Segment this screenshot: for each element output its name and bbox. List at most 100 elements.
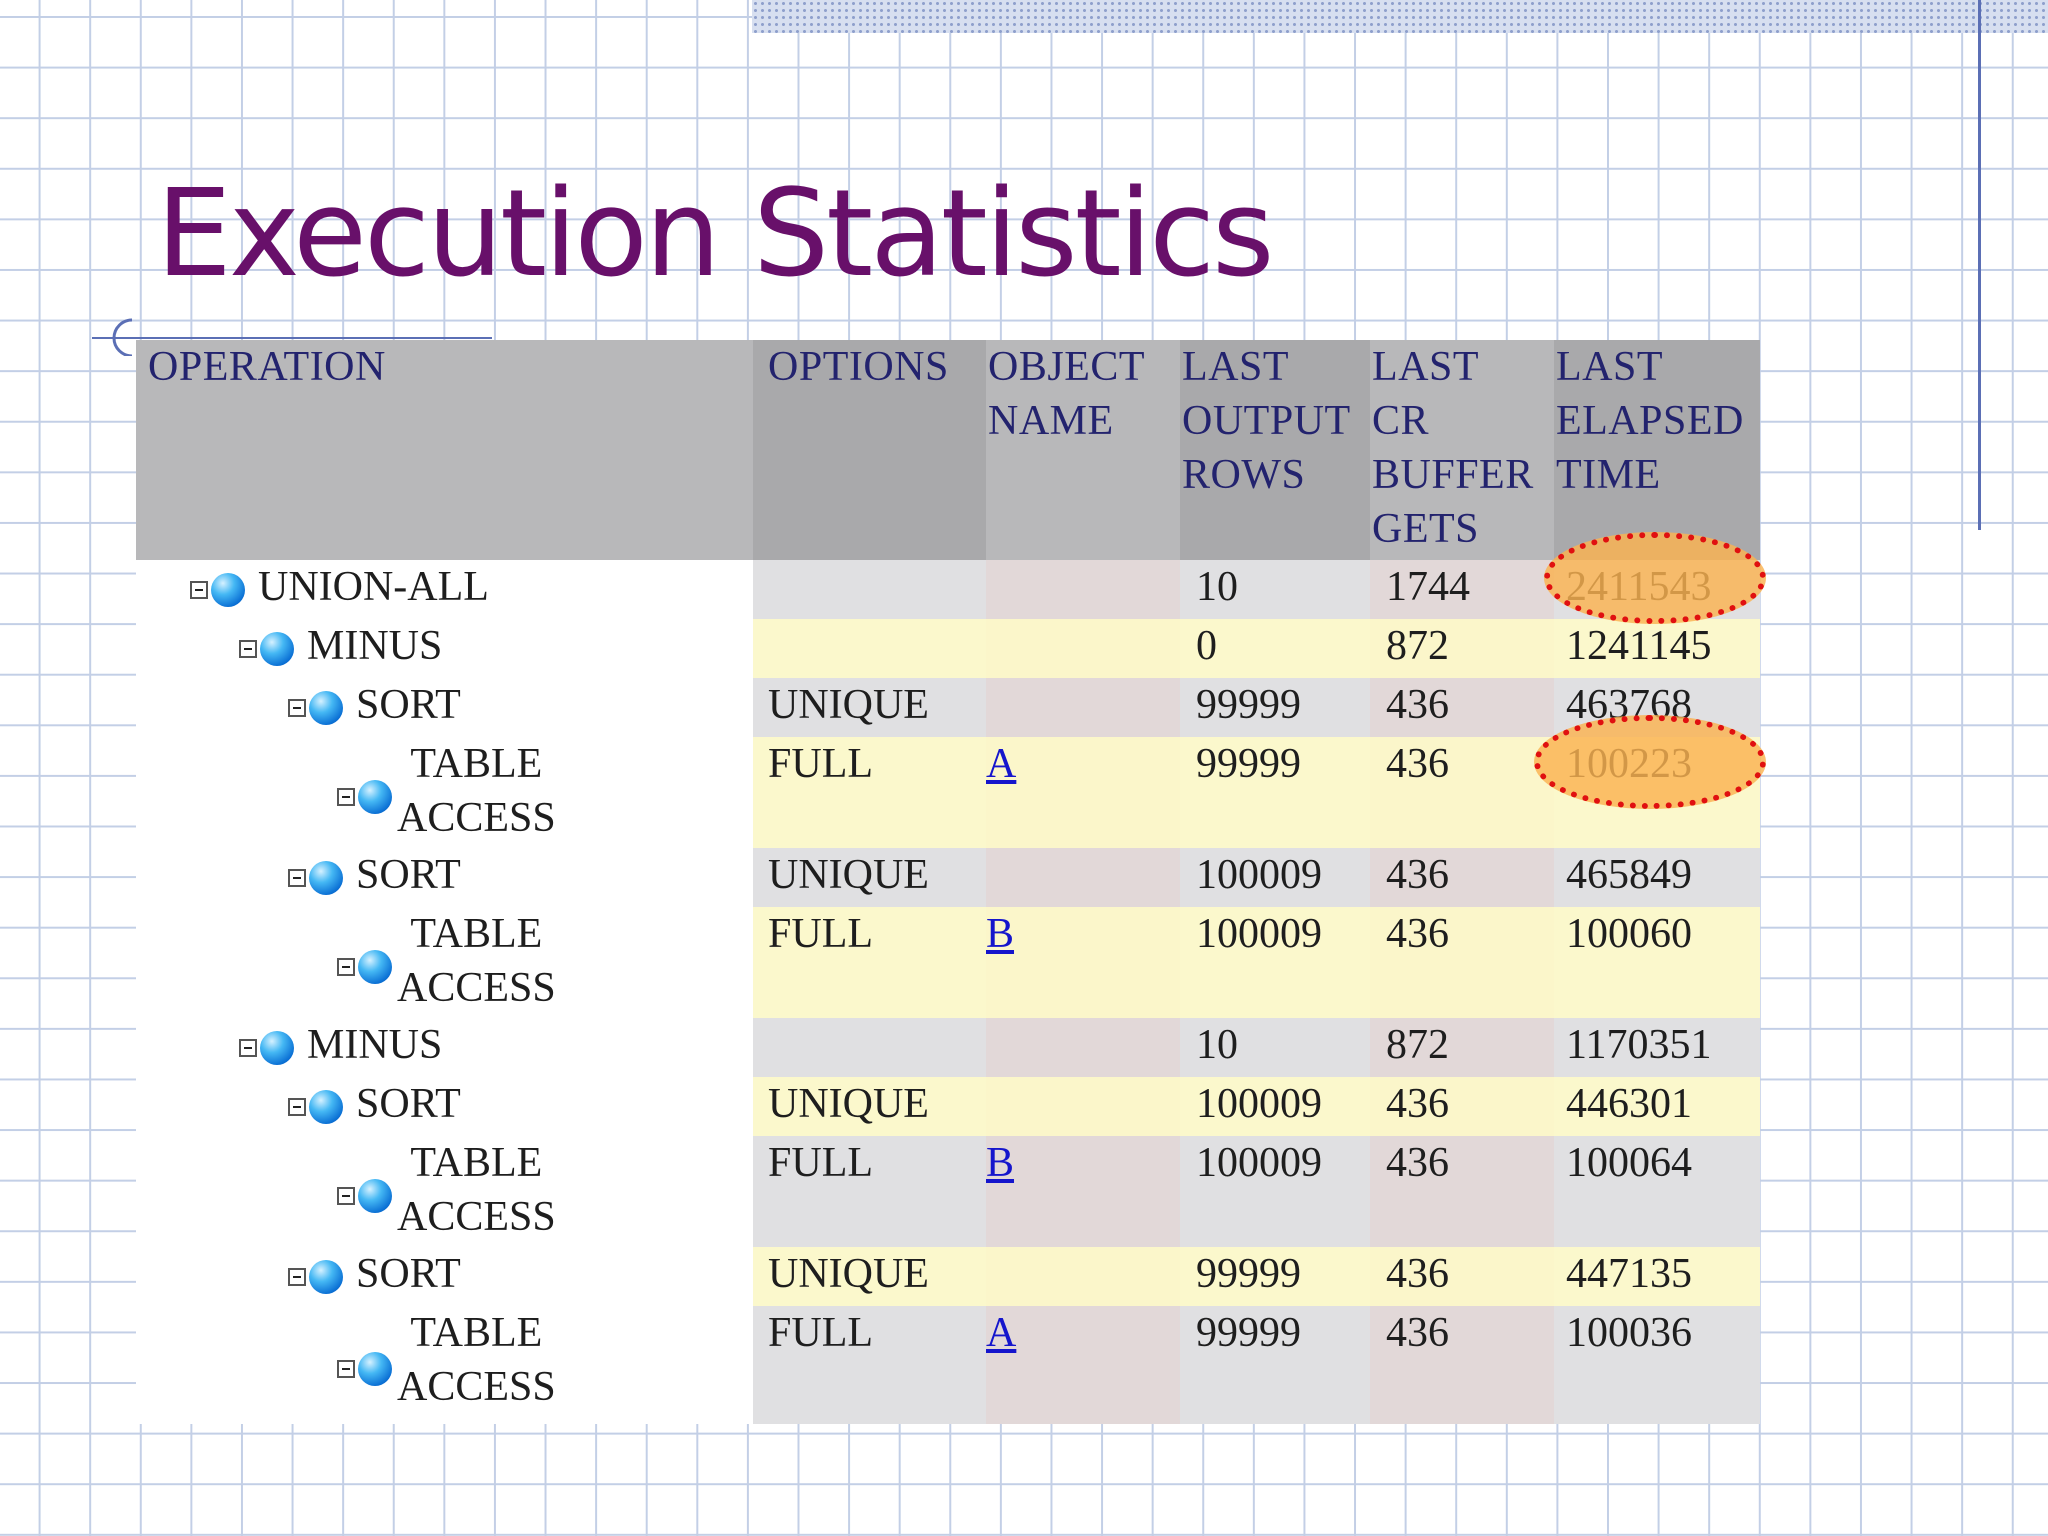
options-cell: UNIQUE bbox=[768, 1251, 929, 1297]
collapse-toggle-icon[interactable] bbox=[239, 640, 257, 658]
header-cell-cr-buffer-gets bbox=[1370, 340, 1554, 560]
last-output-rows-cell: 100009 bbox=[1196, 852, 1322, 898]
object-name-cell: B bbox=[986, 907, 1014, 961]
table-row[interactable]: TABLE ACCESS FULL B 100009 436 100064 bbox=[136, 1136, 1760, 1247]
header-cell-object-name bbox=[986, 340, 1180, 560]
operation-label: MINUS bbox=[307, 623, 443, 669]
last-output-rows-cell: 99999 bbox=[1196, 1251, 1301, 1297]
last-elapsed-time-cell: 446301 bbox=[1566, 1081, 1692, 1127]
operation-label: UNION-ALL bbox=[258, 564, 489, 610]
plan-node-orb-icon bbox=[309, 691, 343, 725]
header-label-operation: OPERATION bbox=[148, 344, 386, 390]
row-band-highlight bbox=[753, 907, 1760, 1018]
object-name-link[interactable]: A bbox=[986, 1310, 1017, 1356]
plan-node-orb-icon bbox=[309, 861, 343, 895]
collapse-toggle-icon[interactable] bbox=[288, 699, 306, 717]
last-cr-buffer-gets-cell: 1744 bbox=[1386, 564, 1470, 610]
operation-label: TABLE ACCESS bbox=[397, 741, 556, 841]
operation-label: MINUS bbox=[307, 1022, 443, 1068]
table-row[interactable]: MINUS 10 872 1170351 bbox=[136, 1018, 1760, 1077]
row-band-highlight bbox=[753, 1077, 1760, 1136]
collapse-toggle-icon[interactable] bbox=[288, 1098, 306, 1116]
options-cell: FULL bbox=[768, 741, 873, 787]
options-cell: UNIQUE bbox=[768, 852, 929, 898]
operation-label: SORT bbox=[356, 1081, 461, 1127]
execution-plan-table: OPERATION OPTIONS OBJECT NAME LAST OUTPU… bbox=[136, 340, 1766, 1424]
object-name-link[interactable]: A bbox=[986, 741, 1017, 787]
plan-node-orb-icon bbox=[358, 779, 392, 814]
operation-label: SORT bbox=[356, 682, 461, 728]
operation-label: TABLE ACCESS bbox=[397, 911, 556, 1011]
object-name-cell: A bbox=[986, 737, 1016, 791]
last-cr-buffer-gets-cell: 436 bbox=[1386, 852, 1449, 898]
options-cell: FULL bbox=[768, 1310, 873, 1356]
header-cell-options bbox=[753, 340, 986, 560]
last-elapsed-time-cell: 100036 bbox=[1566, 1310, 1692, 1356]
row-band-highlight bbox=[753, 1247, 1760, 1306]
plan-node-orb-icon bbox=[358, 1178, 392, 1213]
last-elapsed-time-cell: 100060 bbox=[1566, 911, 1692, 957]
plan-node-orb-icon bbox=[358, 1352, 392, 1386]
last-cr-buffer-gets-cell: 436 bbox=[1386, 1081, 1449, 1127]
top-decor-band bbox=[752, 0, 2048, 33]
last-cr-buffer-gets-cell: 436 bbox=[1386, 741, 1449, 787]
collapse-toggle-icon[interactable] bbox=[337, 957, 355, 976]
options-cell: FULL bbox=[768, 911, 873, 957]
elapsed-time-highlight-1 bbox=[1544, 532, 1766, 624]
header-label-output-rows: LAST OUTPUT ROWS bbox=[1182, 344, 1351, 498]
collapse-toggle-icon[interactable] bbox=[288, 869, 306, 887]
operation-label: SORT bbox=[356, 852, 461, 898]
header-cell-elapsed-time bbox=[1554, 340, 1760, 560]
table-row[interactable]: TABLE ACCESSFULLA99999436100223 bbox=[136, 737, 1760, 848]
last-cr-buffer-gets-cell: 436 bbox=[1386, 911, 1449, 957]
last-output-rows-cell: 99999 bbox=[1196, 741, 1301, 787]
right-decor-line bbox=[1978, 0, 1981, 530]
last-cr-buffer-gets-cell: 872 bbox=[1386, 623, 1449, 669]
collapse-toggle-icon[interactable] bbox=[337, 1186, 355, 1205]
collapse-toggle-icon[interactable] bbox=[337, 787, 355, 806]
header-label-cr-buffer-gets: LAST CR BUFFER GETS bbox=[1372, 344, 1534, 552]
table-row[interactable]: SORT UNIQUE 100009 436 446301 bbox=[136, 1077, 1760, 1136]
table-row[interactable]: MINUS 0 872 1241145 bbox=[136, 619, 1760, 678]
operation-label: TABLE ACCESS bbox=[397, 1140, 556, 1240]
last-output-rows-cell: 100009 bbox=[1196, 1081, 1322, 1127]
plan-node-orb-icon bbox=[211, 573, 245, 607]
table-row[interactable]: UNION-ALL1017442411543 bbox=[136, 560, 1760, 619]
last-elapsed-time-cell: 100064 bbox=[1566, 1140, 1692, 1186]
last-cr-buffer-gets-cell: 872 bbox=[1386, 1022, 1449, 1068]
collapse-toggle-icon[interactable] bbox=[190, 581, 208, 599]
plan-node-orb-icon bbox=[260, 1031, 294, 1065]
header-label-elapsed-time: LAST ELAPSED TIME bbox=[1556, 344, 1744, 498]
table-row[interactable]: SORT UNIQUE 100009 436 465849 bbox=[136, 848, 1760, 907]
table-row[interactable]: TABLE ACCESS FULL B 100009 436 100060 bbox=[136, 907, 1760, 1018]
collapse-toggle-icon[interactable] bbox=[288, 1268, 306, 1286]
options-cell: UNIQUE bbox=[768, 682, 929, 728]
last-output-rows-cell: 0 bbox=[1196, 623, 1217, 669]
table-row[interactable]: SORT UNIQUE 99999 436 463768 bbox=[136, 678, 1760, 737]
collapse-toggle-icon[interactable] bbox=[337, 1360, 355, 1378]
slide-title: Execution Statistics bbox=[156, 165, 1275, 304]
last-elapsed-time-cell: 465849 bbox=[1566, 852, 1692, 898]
object-name-link[interactable]: B bbox=[986, 1140, 1015, 1186]
last-output-rows-cell: 99999 bbox=[1196, 1310, 1301, 1356]
object-name-link[interactable]: B bbox=[986, 911, 1015, 957]
last-cr-buffer-gets-cell: 436 bbox=[1386, 1310, 1449, 1356]
last-cr-buffer-gets-cell: 436 bbox=[1386, 1251, 1449, 1297]
options-cell: UNIQUE bbox=[768, 1081, 929, 1127]
last-elapsed-time-cell: 1241145 bbox=[1566, 623, 1712, 669]
header-cell-operation bbox=[136, 340, 753, 560]
object-name-cell: B bbox=[986, 1136, 1014, 1190]
table-row[interactable]: TABLE ACCESS FULL A 99999 436 100036 bbox=[136, 1306, 1760, 1424]
elapsed-time-highlight-2 bbox=[1534, 715, 1766, 809]
last-output-rows-cell: 10 bbox=[1196, 564, 1238, 610]
header-cell-output-rows bbox=[1180, 340, 1370, 560]
header-label-options: OPTIONS bbox=[768, 344, 949, 390]
last-cr-buffer-gets-cell: 436 bbox=[1386, 682, 1449, 728]
collapse-toggle-icon[interactable] bbox=[239, 1039, 257, 1057]
plan-node-orb-icon bbox=[309, 1090, 343, 1124]
last-output-rows-cell: 10 bbox=[1196, 1022, 1238, 1068]
options-cell: FULL bbox=[768, 1140, 873, 1186]
table-row[interactable]: SORT UNIQUE 99999 436 447135 bbox=[136, 1247, 1760, 1306]
plan-node-orb-icon bbox=[358, 949, 392, 984]
title-underline-decor bbox=[92, 318, 492, 356]
